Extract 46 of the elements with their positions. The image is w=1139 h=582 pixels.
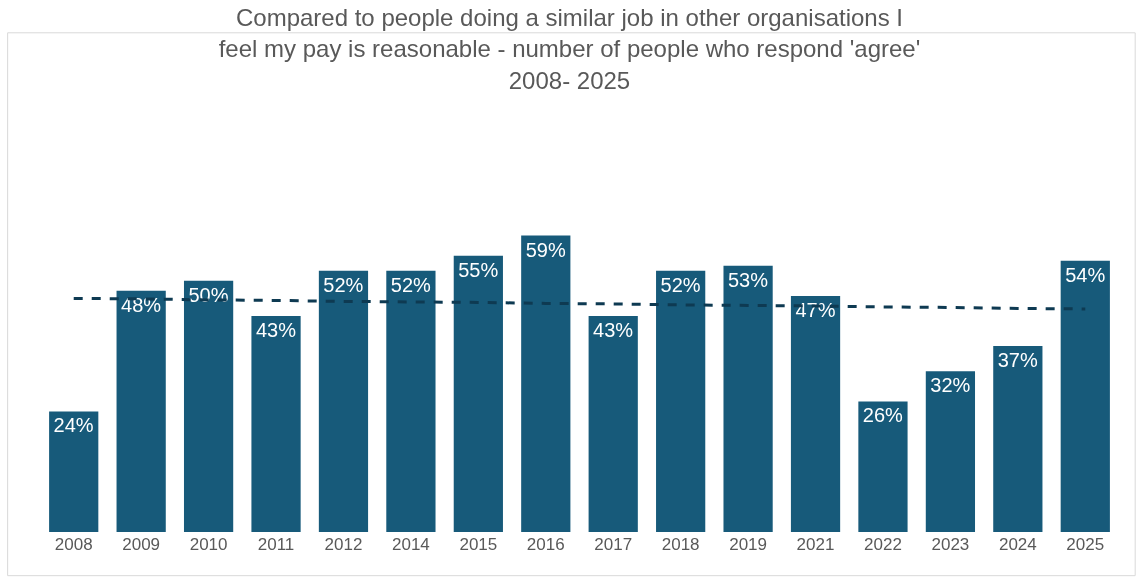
x-tick-label: 2015	[459, 535, 498, 554]
data-label: 32%	[930, 374, 971, 397]
x-tick-label: 2024	[998, 535, 1037, 554]
x-tick-label: 2008	[54, 535, 93, 554]
bar	[723, 265, 773, 532]
x-tick-label: 2014	[392, 535, 430, 554]
bar	[251, 315, 301, 532]
data-label: 54%	[1065, 263, 1106, 286]
x-tick-label: 2021	[796, 535, 835, 554]
bar	[49, 411, 99, 532]
data-label: 55%	[458, 258, 499, 281]
data-label: 52%	[390, 273, 432, 296]
x-tick-label: 2019	[729, 535, 767, 554]
bar	[318, 270, 369, 532]
x-tick-label: 2016	[526, 535, 565, 554]
x-tick-label: 2009	[122, 535, 161, 554]
data-label: 43%	[593, 318, 634, 341]
data-label: 37%	[997, 349, 1038, 372]
x-tick-label: 2012	[324, 535, 363, 554]
bar	[656, 270, 706, 532]
x-tick-label: 2023	[931, 535, 970, 554]
x-tick-label: 2010	[189, 535, 228, 554]
data-label: 43%	[255, 318, 297, 341]
bar	[993, 346, 1043, 532]
x-tick-label: 2022	[864, 535, 902, 554]
bar	[588, 315, 638, 532]
data-label: 52%	[323, 273, 364, 296]
bar	[858, 401, 908, 532]
x-tick-label: 2011	[257, 535, 295, 554]
x-tick-label: 2025	[1066, 535, 1105, 554]
data-label: 24%	[53, 414, 94, 437]
bar	[925, 371, 976, 532]
bar	[116, 290, 166, 532]
bar	[1060, 260, 1110, 532]
bar	[453, 255, 503, 532]
bar	[386, 270, 436, 532]
chart-title: Compared to people doing a similar job in other organisations I feel my pay is reasonable - number of people who respond 'agree' 2008- 2025	[218, 4, 921, 94]
data-label: 53%	[727, 268, 769, 291]
data-label: 26%	[862, 404, 904, 427]
x-tick-label: 2018	[661, 535, 700, 554]
data-label: 59%	[525, 238, 566, 261]
data-label: 52%	[660, 273, 701, 296]
bar	[790, 295, 841, 532]
bar	[521, 235, 571, 532]
bar	[183, 280, 234, 532]
x-tick-label: 2017	[594, 535, 633, 554]
